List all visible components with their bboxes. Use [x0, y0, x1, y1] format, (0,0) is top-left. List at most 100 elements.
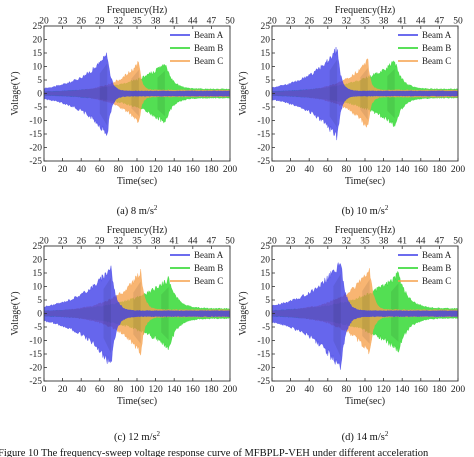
- x-tick-label: 180: [432, 165, 447, 175]
- y-tick-label: -5: [34, 103, 42, 113]
- y-tick-label: -10: [257, 337, 270, 347]
- y-tick-label: 10: [261, 283, 271, 293]
- top-tick-label: 44: [416, 237, 426, 247]
- x-tick-label: 40: [76, 165, 86, 175]
- x-tick-label: 200: [451, 385, 466, 395]
- top-tick-label: 41: [397, 17, 407, 27]
- y-axis-label: Voltage(V): [238, 291, 249, 335]
- top-tick-label: 23: [286, 237, 296, 247]
- legend-entry: Beam B: [194, 43, 223, 53]
- series-area-beam-a: [272, 46, 458, 141]
- chart-title: Frequency(Hz): [107, 225, 168, 236]
- top-tick-label: 26: [304, 17, 314, 27]
- x-tick-label: 200: [223, 165, 238, 175]
- x-axis-label: Time(sec): [117, 176, 157, 187]
- x-tick-label: 120: [376, 385, 391, 395]
- y-tick-label: -15: [257, 130, 270, 140]
- x-tick-label: 120: [148, 385, 163, 395]
- legend-entry: Beam A: [422, 250, 452, 260]
- x-axis-label: Time(sec): [117, 396, 157, 407]
- y-tick-label: 0: [265, 90, 270, 100]
- x-tick-label: 140: [395, 165, 410, 175]
- y-tick-label: -10: [29, 337, 42, 347]
- y-tick-label: 15: [33, 49, 43, 59]
- chart-title: Frequency(Hz): [107, 5, 168, 16]
- x-tick-label: 160: [414, 385, 429, 395]
- series-core-beam-a: [329, 59, 338, 128]
- x-tick-label: 60: [323, 165, 333, 175]
- y-tick-label: 0: [37, 310, 42, 320]
- top-tick-label: 50: [453, 17, 463, 27]
- x-tick-label: 0: [270, 385, 275, 395]
- y-tick-label: 25: [33, 242, 43, 252]
- plot-area: [44, 52, 230, 137]
- series-core-beam-a: [103, 277, 111, 354]
- chart-title: Frequency(Hz): [335, 5, 396, 16]
- x-tick-label: 20: [58, 385, 68, 395]
- y-tick-label: 25: [261, 242, 271, 252]
- legend-entry: Beam A: [422, 30, 452, 40]
- top-tick-label: 38: [379, 237, 389, 247]
- y-tick-label: -20: [257, 364, 270, 374]
- top-tick-label: 44: [188, 237, 198, 247]
- x-tick-label: 40: [304, 165, 314, 175]
- x-tick-label: 180: [204, 165, 219, 175]
- top-tick-label: 20: [39, 17, 49, 27]
- x-tick-label: 0: [42, 385, 47, 395]
- top-tick-label: 29: [95, 237, 105, 247]
- x-tick-label: 80: [114, 165, 124, 175]
- x-tick-label: 60: [95, 385, 105, 395]
- y-tick-label: 5: [37, 76, 42, 86]
- top-tick-label: 38: [379, 17, 389, 27]
- panel-caption-superscript: 2: [385, 430, 389, 438]
- x-tick-label: 200: [451, 165, 466, 175]
- top-tick-label: 35: [360, 237, 370, 247]
- x-axis-label: Time(sec): [345, 176, 385, 187]
- top-tick-label: 41: [169, 237, 179, 247]
- y-tick-label: 20: [33, 256, 43, 266]
- panel-caption-superscript: 2: [154, 204, 158, 212]
- x-tick-label: 80: [342, 165, 352, 175]
- x-tick-label: 80: [342, 385, 352, 395]
- top-tick-label: 29: [323, 17, 333, 27]
- y-tick-label: 10: [261, 63, 271, 73]
- series-area-beam-a: [44, 52, 230, 137]
- y-tick-label: -15: [29, 350, 42, 360]
- x-tick-label: 160: [186, 385, 201, 395]
- plot-area: [272, 262, 458, 370]
- top-tick-label: 38: [151, 17, 161, 27]
- panel-caption: (b) 10 m/s2: [342, 204, 389, 217]
- top-tick-label: 26: [76, 17, 86, 27]
- top-tick-label: 38: [151, 237, 161, 247]
- panel-caption-text: (c) 12 m/s: [114, 432, 157, 443]
- y-tick-label: 5: [37, 296, 42, 306]
- y-tick-label: 0: [265, 310, 270, 320]
- x-tick-label: 140: [167, 165, 182, 175]
- legend-entry: Beam C: [422, 276, 451, 286]
- legend-entry: Beam C: [422, 56, 451, 66]
- panel-caption: (d) 14 m/s2: [342, 430, 389, 443]
- x-tick-label: 20: [58, 165, 68, 175]
- x-tick-label: 40: [76, 385, 86, 395]
- top-tick-label: 47: [435, 237, 445, 247]
- top-tick-label: 20: [267, 17, 277, 27]
- y-tick-label: -25: [257, 377, 270, 387]
- legend-entry: Beam A: [194, 250, 224, 260]
- top-tick-label: 44: [188, 17, 198, 27]
- series-core-beam-a: [99, 63, 108, 126]
- x-tick-label: 20: [286, 165, 296, 175]
- y-tick-label: 20: [261, 36, 271, 46]
- top-tick-label: 35: [132, 237, 142, 247]
- x-tick-label: 60: [95, 165, 105, 175]
- y-tick-label: 0: [37, 90, 42, 100]
- x-tick-label: 140: [167, 385, 182, 395]
- top-tick-label: 32: [114, 17, 124, 27]
- top-tick-label: 29: [323, 237, 333, 247]
- panel-caption-text: (a) 8 m/s: [117, 206, 154, 217]
- y-tick-label: 15: [261, 49, 271, 59]
- x-tick-label: 120: [376, 165, 391, 175]
- y-tick-label: -15: [257, 350, 270, 360]
- panel-caption: (c) 12 m/s2: [114, 430, 161, 443]
- y-tick-label: -20: [29, 144, 42, 154]
